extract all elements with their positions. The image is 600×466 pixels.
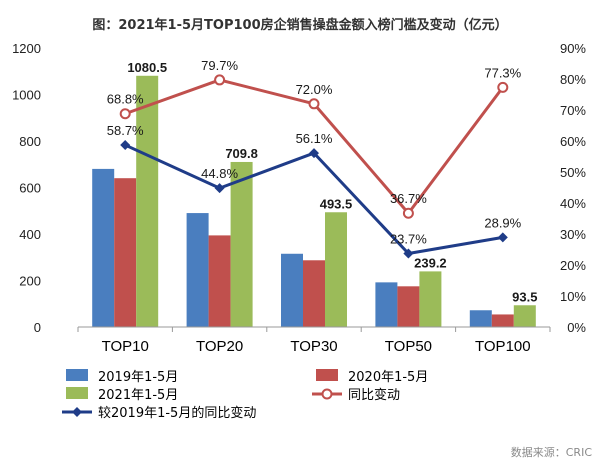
y-left-tick-label: 1200 xyxy=(12,41,41,56)
bar-value-label: 709.8 xyxy=(225,146,258,161)
bar-2-top30 xyxy=(303,260,325,327)
y-left-tick-label: 1000 xyxy=(12,88,41,103)
legend-marker xyxy=(72,407,82,417)
legend-label: 较2019年1-5月的同比变动 xyxy=(98,405,256,421)
labels: 1080.5 709.8 493.5 239.2 93.5 68.8% 79.7% 72.0%… xyxy=(107,58,538,304)
x-category-label: TOP20 xyxy=(196,338,243,355)
line-point-vs2019 xyxy=(497,232,508,243)
bar-value-label: 93.5 xyxy=(512,289,537,304)
legend-swatch xyxy=(66,369,88,381)
line-point-label: 77.3% xyxy=(484,65,521,80)
line-point-yoy xyxy=(214,74,226,86)
x-category-label: TOP50 xyxy=(385,338,432,355)
bar-3-top100 xyxy=(513,305,536,327)
y-left-tick-label: 800 xyxy=(19,134,41,149)
bar-value-label: 1080.5 xyxy=(127,60,167,75)
legend-label: 2019年1-5月 xyxy=(98,370,178,385)
line-point-label: 56.1% xyxy=(296,131,333,146)
line-point-label: 68.8% xyxy=(107,92,144,107)
bar-value-label: 239.2 xyxy=(414,255,447,270)
line-point-vs2019 xyxy=(309,148,319,159)
y-right-tick-label: 20% xyxy=(560,258,586,273)
line-point-label: 72.0% xyxy=(296,82,333,97)
y-right-tick-label: 30% xyxy=(560,227,586,242)
bar-2-top10 xyxy=(114,178,137,327)
y-right-tick-label: 50% xyxy=(560,165,586,180)
y-right-tick-label: 40% xyxy=(560,196,586,211)
legend-marker xyxy=(321,388,333,400)
legend-label: 2021年1-5月 xyxy=(98,388,178,403)
legend-swatch xyxy=(316,369,338,381)
y-left-tick-label: 0 xyxy=(34,320,41,335)
y-left-tick-label: 200 xyxy=(19,274,41,289)
line-point-label: 58.7% xyxy=(107,123,144,138)
line-point-vs2019 xyxy=(214,183,225,194)
legend-label: 同比变动 xyxy=(348,387,400,403)
source-note: 数据来源：CRIC xyxy=(511,445,593,459)
bar-3-top30 xyxy=(325,212,347,327)
x-category-label: TOP30 xyxy=(290,338,337,355)
line-point-yoy xyxy=(497,81,509,93)
line-point-label: 23.7% xyxy=(390,232,427,247)
x-category-label: TOP100 xyxy=(475,338,531,355)
line-point-label: 36.7% xyxy=(390,191,427,206)
y-right-tick-label: 90% xyxy=(560,41,586,56)
y-left-tick-label: 400 xyxy=(19,227,41,242)
bar-1-top20 xyxy=(186,213,209,327)
bar-1-top30 xyxy=(281,253,303,327)
line-point-yoy xyxy=(119,108,131,120)
line-point-yoy xyxy=(308,98,320,110)
line-point-vs2019 xyxy=(120,140,131,151)
bar-2-top100 xyxy=(491,314,514,327)
x-category-label: TOP10 xyxy=(102,338,149,355)
bar-3-top20 xyxy=(230,161,253,327)
lines xyxy=(119,74,509,259)
y-right-tick-label: 0% xyxy=(567,320,586,335)
bar-value-label: 493.5 xyxy=(320,196,353,211)
y-right-tick-label: 70% xyxy=(560,103,586,118)
chart-title: 图：2021年1-5月TOP100房企销售操盘金额入榜门槛及变动（亿元） xyxy=(92,17,507,33)
bar-1-top100 xyxy=(469,310,492,327)
bar-2-top50 xyxy=(397,286,420,327)
line-point-label: 28.9% xyxy=(484,215,521,230)
line-point-vs2019 xyxy=(403,248,414,259)
bar-3-top10 xyxy=(136,75,159,327)
line-point-label: 44.8% xyxy=(201,166,238,181)
bar-3-top50 xyxy=(419,271,442,327)
y-right-tick-label: 80% xyxy=(560,72,586,87)
bar-1-top50 xyxy=(375,282,398,327)
bars xyxy=(92,75,536,327)
line-point-label: 79.7% xyxy=(201,58,238,73)
legend-swatch xyxy=(66,387,88,399)
y-right-tick-label: 10% xyxy=(560,289,586,304)
axes: 0 200 400 600 800 1000 1200 0% 10% 20% 30% 40% 50% 60… xyxy=(12,41,586,355)
y-right-tick-label: 60% xyxy=(560,134,586,149)
y-left-tick-label: 600 xyxy=(19,181,41,196)
line-point-yoy xyxy=(402,207,414,219)
legend-label: 2020年1-5月 xyxy=(348,370,428,385)
bar-2-top20 xyxy=(208,235,231,327)
legend: 2019年1-5月 2020年1-5月 2021年1-5月 同比变动较2019年1-5… xyxy=(62,369,428,421)
bar-1-top10 xyxy=(92,168,115,327)
